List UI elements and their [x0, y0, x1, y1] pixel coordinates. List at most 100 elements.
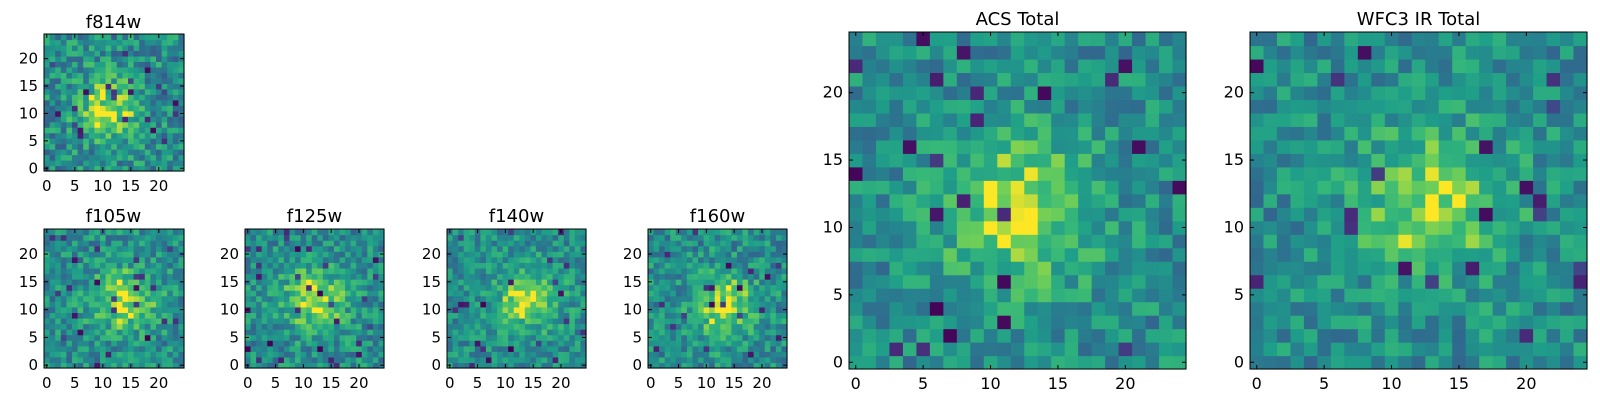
heatmap-cell	[306, 362, 313, 369]
heatmap-cell	[1263, 301, 1278, 316]
heatmap-cell	[66, 301, 73, 308]
heatmap-cell	[245, 256, 252, 263]
heatmap-cell	[1357, 207, 1372, 222]
heatmap-cell	[49, 127, 56, 134]
heatmap-cell	[167, 279, 174, 286]
heatmap-cell	[128, 110, 135, 117]
heatmap-cell	[558, 234, 565, 241]
heatmap-cell	[681, 356, 688, 364]
heatmap-cell	[116, 138, 123, 145]
heatmap-cell	[535, 256, 543, 263]
heatmap-cell	[519, 245, 526, 252]
heatmap-cell	[970, 126, 985, 141]
heatmap-cell	[161, 66, 168, 73]
heatmap-cell	[77, 284, 84, 291]
heatmap-cell	[122, 83, 129, 90]
heatmap-cell	[1465, 288, 1480, 303]
heatmap-cell	[997, 342, 1012, 357]
heatmap-cell	[60, 132, 67, 139]
heatmap-cell	[283, 334, 291, 341]
heatmap-cell	[372, 306, 380, 313]
heatmap-cell	[367, 240, 374, 247]
heatmap-cell	[764, 290, 771, 297]
heatmap-cell	[1398, 315, 1413, 330]
heatmap-cell	[574, 267, 582, 275]
heatmap-cell	[322, 262, 329, 269]
heatmap-cell	[128, 273, 135, 280]
heatmap-cell	[345, 256, 352, 263]
heatmap-cell	[648, 356, 655, 364]
heatmap-cell	[770, 234, 777, 241]
heatmap-cell	[997, 99, 1012, 114]
heatmap-cell	[49, 143, 56, 150]
heatmap-cell	[574, 251, 582, 258]
heatmap-cell	[1425, 207, 1440, 222]
heatmap-cell	[1492, 112, 1507, 127]
heatmap-cell	[1051, 207, 1066, 222]
heatmap-cell	[1250, 315, 1265, 330]
heatmap-cell	[889, 247, 904, 262]
heatmap-cell	[1051, 355, 1066, 370]
heatmap-cell	[1357, 234, 1372, 249]
heatmap-cell	[469, 240, 476, 247]
heatmap-cell	[1465, 85, 1480, 100]
heatmap-cell	[88, 234, 95, 241]
heatmap-cell	[1010, 274, 1025, 289]
heatmap-cell	[156, 301, 163, 308]
heatmap-cell	[535, 340, 543, 347]
heatmap-cell	[133, 127, 140, 134]
heatmap-cell	[94, 345, 101, 352]
heatmap-cell	[372, 334, 380, 341]
heatmap-cell	[372, 345, 380, 352]
heatmap-cell	[322, 329, 329, 336]
heatmap-cell	[929, 355, 944, 370]
heatmap-cell	[519, 345, 526, 352]
heatmap-cell	[289, 262, 296, 269]
heatmap-cell	[541, 240, 548, 247]
heatmap-cell	[1560, 342, 1575, 357]
heatmap-cell	[1519, 112, 1534, 127]
heatmap-cell	[178, 312, 185, 319]
heatmap-cell	[541, 334, 548, 341]
heatmap-cell	[725, 240, 732, 247]
heatmap-cell	[1263, 355, 1278, 370]
heatmap-cell	[1276, 45, 1292, 60]
heatmap-cell	[350, 262, 357, 269]
heatmap-cell	[60, 138, 67, 145]
heatmap-cell	[83, 273, 90, 280]
heatmap-cell	[502, 240, 509, 247]
heatmap-cell	[100, 77, 107, 84]
heatmap-cell	[1398, 342, 1413, 357]
heatmap-cell	[94, 323, 101, 330]
heatmap-cell	[88, 66, 95, 73]
heatmap-cell	[245, 301, 252, 308]
heatmap-cell	[139, 34, 146, 41]
heatmap-cell	[345, 334, 352, 341]
heatmap-cell	[167, 121, 174, 128]
heatmap-cell	[245, 340, 252, 347]
heatmap-cell	[83, 66, 90, 73]
heatmap-cell	[748, 229, 755, 236]
heatmap-cell	[552, 306, 559, 313]
heatmap-cell	[736, 245, 744, 252]
heatmap-cell	[720, 317, 727, 325]
heatmap-cell	[116, 83, 123, 90]
heatmap-cell	[1398, 180, 1413, 195]
heatmap-cell	[289, 279, 296, 286]
heatmap-cell	[524, 306, 531, 313]
heatmap-cell	[1276, 274, 1292, 289]
heatmap-cell	[956, 301, 971, 316]
heatmap-cell	[714, 267, 721, 275]
heatmap-cell	[1357, 328, 1372, 343]
heatmap-cell	[535, 301, 543, 308]
heatmap-cell	[295, 256, 302, 263]
heatmap-cell	[889, 193, 904, 208]
heatmap-cell	[283, 262, 291, 269]
heatmap-cell	[1118, 261, 1133, 276]
heatmap-cell	[1118, 139, 1133, 154]
heatmap-cell	[105, 256, 112, 263]
heatmap-cell	[111, 295, 118, 302]
heatmap-cell	[1303, 315, 1318, 330]
heatmap-cell	[720, 251, 727, 258]
heatmap-cell	[759, 273, 766, 280]
